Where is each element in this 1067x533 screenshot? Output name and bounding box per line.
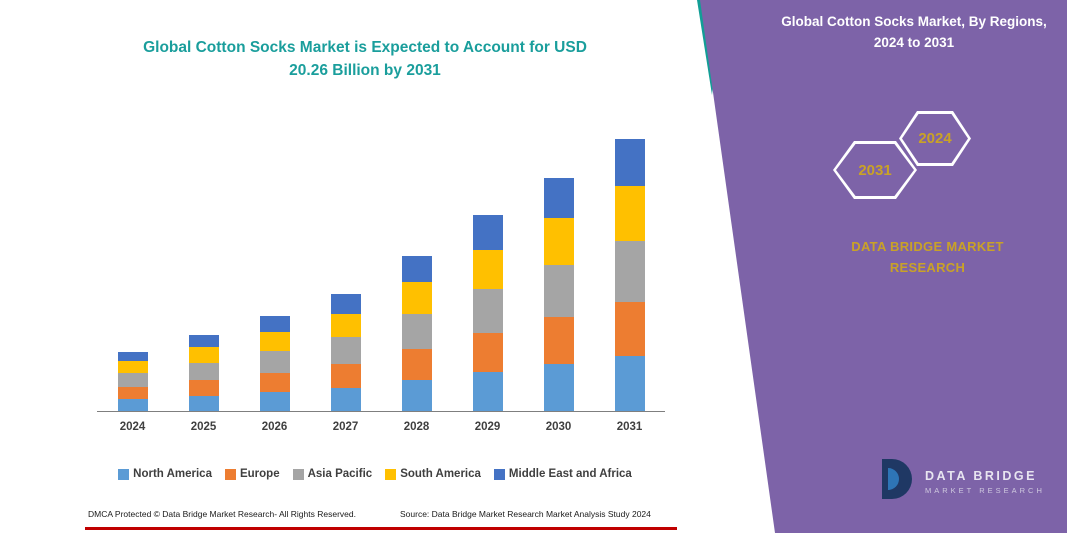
hexagon-2031-label: 2031 bbox=[858, 161, 892, 179]
bar-2026 bbox=[259, 315, 290, 411]
brand-wordmark: DATA BRIDGE MARKET RESEARCH bbox=[795, 236, 1060, 279]
bar-2026-segment-north-america bbox=[259, 391, 290, 411]
logo-name: DATA BRIDGE bbox=[925, 468, 1037, 483]
legend-item-asia-pacific: Asia Pacific bbox=[292, 468, 373, 480]
bar-2029-segment-middle-east-and-africa bbox=[472, 215, 503, 251]
bar-2028-segment-north-america bbox=[401, 380, 432, 411]
x-axis-label-2027: 2027 bbox=[332, 421, 359, 433]
hexagon-2031-fill bbox=[836, 144, 914, 196]
legend-label-europe: Europe bbox=[239, 468, 280, 480]
x-axis-label-2029: 2029 bbox=[474, 421, 501, 433]
panel-heading: Global Cotton Socks Market, By Regions, … bbox=[781, 14, 1047, 50]
chart-title-line2: 20.26 Billion by 2031 bbox=[289, 62, 441, 80]
chart-legend: North America Europe Asia Pacific South Ame… bbox=[80, 468, 670, 480]
legend-swatch-middle-east-and-africa bbox=[493, 468, 505, 480]
legend-item-middle-east-and-africa: Middle East and Africa bbox=[493, 468, 632, 480]
bar-2027-segment-south-america bbox=[330, 313, 361, 338]
bar-2024-segment-north-america bbox=[117, 398, 148, 411]
x-axis-label-2026: 2026 bbox=[261, 421, 288, 433]
chart-title-line1: Global Cotton Socks Market is Expected t… bbox=[143, 39, 587, 56]
x-axis-label-2028: 2028 bbox=[403, 421, 430, 433]
bar-2031-segment-south-america bbox=[614, 185, 645, 241]
legend-swatch-north-america bbox=[118, 468, 130, 480]
bar-2028-segment-middle-east-and-africa bbox=[401, 255, 432, 283]
bar-2024-segment-middle-east-and-africa bbox=[117, 352, 148, 362]
bar-2026-segment-asia-pacific bbox=[259, 351, 290, 373]
legend-label-middle-east-and-africa: Middle East and Africa bbox=[508, 468, 632, 480]
bar-2030-segment-asia-pacific bbox=[543, 264, 574, 318]
hexagon-2024: 2024 bbox=[899, 111, 971, 166]
bar-2029-segment-europe bbox=[472, 333, 503, 373]
legend-swatch-asia-pacific bbox=[292, 468, 304, 480]
bar-2027-segment-asia-pacific bbox=[330, 337, 361, 365]
x-axis-label-2030: 2030 bbox=[545, 421, 572, 433]
chart-title: Global Cotton Socks Market is Expected t… bbox=[85, 36, 645, 83]
logo-subname: MARKET RESEARCH bbox=[925, 485, 1045, 495]
bar-2029 bbox=[472, 215, 503, 411]
bar-2031-segment-asia-pacific bbox=[614, 240, 645, 303]
company-logo: DATA BRIDGE MARKET RESEARCH bbox=[876, 457, 1045, 506]
bar-2025-segment-middle-east-and-africa bbox=[188, 334, 219, 348]
x-axis-label-2024: 2024 bbox=[119, 421, 146, 433]
legend-label-south-america: South America bbox=[400, 468, 481, 480]
bar-2028-segment-asia-pacific bbox=[401, 314, 432, 350]
bar-2025-segment-asia-pacific bbox=[188, 362, 219, 381]
logo-d-icon bbox=[876, 457, 916, 506]
hexagon-2031: 2031 bbox=[833, 141, 917, 199]
bar-2029-segment-asia-pacific bbox=[472, 289, 503, 334]
logo-text-block: DATA BRIDGE MARKET RESEARCH bbox=[925, 469, 1045, 495]
brand-wordmark-line2: RESEARCH bbox=[889, 260, 966, 276]
bar-2030-segment-middle-east-and-africa bbox=[543, 177, 574, 218]
bar-2024 bbox=[117, 352, 148, 411]
bar-2031-segment-europe bbox=[614, 302, 645, 357]
dmca-copyright-text: DMCA Protected © Data Bridge Market Rese… bbox=[88, 509, 356, 519]
legend-item-europe: Europe bbox=[224, 468, 280, 480]
bar-chart-plot bbox=[97, 116, 665, 412]
legend-label-north-america: North America bbox=[133, 468, 212, 480]
hexagon-2024-border: 2024 bbox=[899, 111, 971, 166]
legend-label-asia-pacific: Asia Pacific bbox=[307, 468, 373, 480]
bar-2030-segment-north-america bbox=[543, 364, 574, 411]
bar-2027-segment-middle-east-and-africa bbox=[330, 294, 361, 314]
bar-2028 bbox=[401, 255, 432, 411]
brand-wordmark-line1: DATA BRIDGE MARKET bbox=[851, 239, 1004, 254]
x-axis-labels: 2024 2025 2026 2027 2028 2029 2030 2031 bbox=[97, 421, 665, 433]
legend-item-north-america: North America bbox=[118, 468, 212, 480]
bar-2025-segment-north-america bbox=[188, 395, 219, 411]
bar-2031-segment-middle-east-and-africa bbox=[614, 139, 645, 186]
bar-2027-segment-north-america bbox=[330, 387, 361, 411]
legend-swatch-europe bbox=[224, 468, 236, 480]
bar-2024-segment-asia-pacific bbox=[117, 373, 148, 387]
bar-2029-segment-north-america bbox=[472, 372, 503, 411]
source-text: Source: Data Bridge Market Research Mark… bbox=[400, 509, 651, 519]
bar-2027 bbox=[330, 294, 361, 411]
bar-2029-segment-south-america bbox=[472, 250, 503, 289]
x-axis-label-2025: 2025 bbox=[190, 421, 217, 433]
legend-swatch-south-america bbox=[385, 468, 397, 480]
bar-2030-segment-europe bbox=[543, 317, 574, 365]
bar-2031-segment-north-america bbox=[614, 356, 645, 411]
bar-2025 bbox=[188, 334, 219, 411]
bottom-red-rule bbox=[85, 527, 677, 530]
bar-2030-segment-south-america bbox=[543, 217, 574, 265]
hexagon-2024-label: 2024 bbox=[918, 130, 952, 147]
bar-2025-segment-south-america bbox=[188, 347, 219, 363]
bar-2024-segment-europe bbox=[117, 386, 148, 399]
bar-2027-segment-europe bbox=[330, 364, 361, 388]
bar-2025-segment-europe bbox=[188, 380, 219, 396]
bar-2028-segment-south-america bbox=[401, 282, 432, 315]
x-axis-label-2031: 2031 bbox=[616, 421, 643, 433]
legend-item-south-america: South America bbox=[385, 468, 481, 480]
bar-2030 bbox=[543, 177, 574, 411]
bar-2026-segment-south-america bbox=[259, 331, 290, 352]
bar-2028-segment-europe bbox=[401, 349, 432, 381]
bar-2024-segment-south-america bbox=[117, 361, 148, 374]
bar-2026-segment-europe bbox=[259, 372, 290, 392]
hexagon-2031-border: 2031 bbox=[833, 141, 917, 199]
bar-2026-segment-middle-east-and-africa bbox=[259, 315, 290, 332]
bar-2031 bbox=[614, 139, 645, 411]
